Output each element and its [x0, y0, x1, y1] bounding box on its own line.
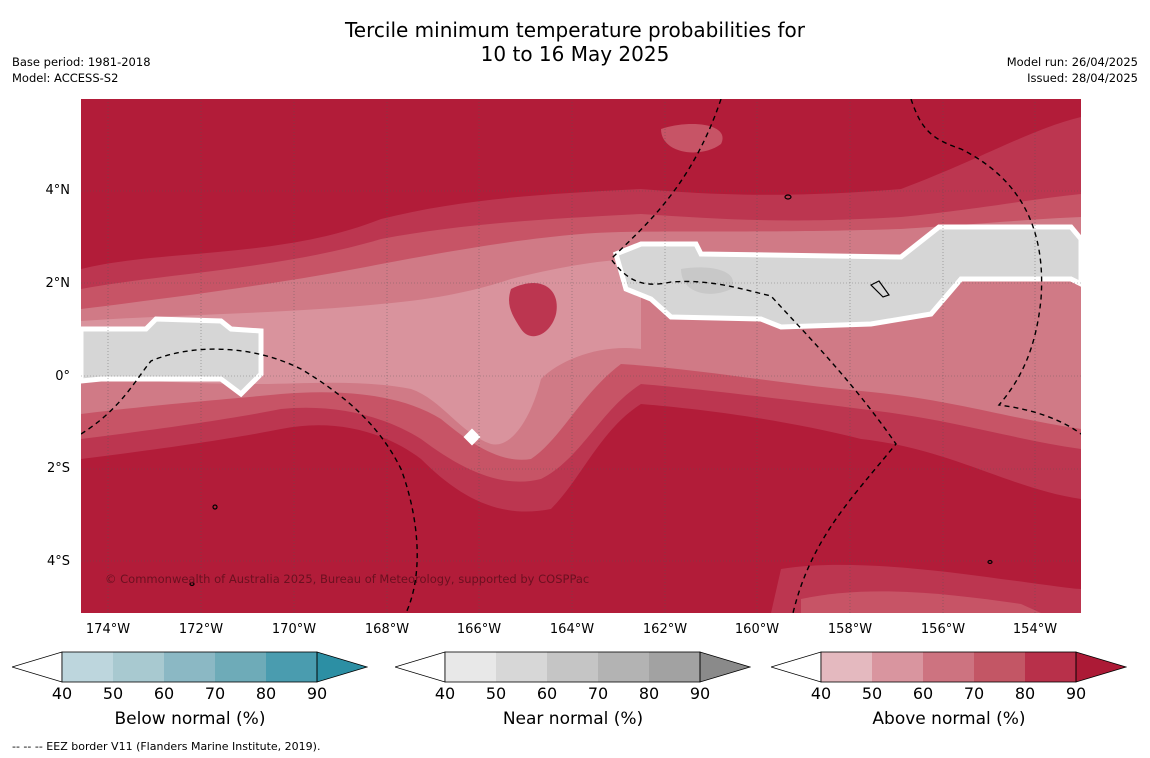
tick-label: 80 [1014, 684, 1036, 703]
colorbar-segment [62, 652, 113, 682]
band-mid-bottom [801, 591, 1041, 613]
colorbar-segment [923, 652, 974, 682]
tick-label: 70 [204, 684, 226, 703]
lat-label: 0° [55, 369, 70, 384]
colorbar-above [771, 651, 1127, 683]
colorbar-frame [444, 651, 701, 683]
colorbar-below-title: Below normal (%) [114, 709, 266, 729]
eez-borders [81, 99, 1081, 613]
tick-label: 60 [153, 684, 175, 703]
lon-label: 172°W [178, 622, 224, 637]
colorbar-high-extension [1075, 651, 1127, 683]
colorbar-high-extension [316, 651, 368, 683]
colorbar-segment [598, 652, 649, 682]
lon-label: 156°W [920, 622, 966, 637]
tick-label: 60 [912, 684, 934, 703]
tick-label: 60 [536, 684, 558, 703]
title-line-1: Tercile minimum temperature probabilitie… [344, 18, 806, 42]
tick-label: 40 [434, 684, 456, 703]
white-marker [463, 428, 481, 446]
lon-label: 154°W [1012, 622, 1058, 637]
colorbar-low-extension [771, 651, 822, 683]
tick-label: 80 [255, 684, 277, 703]
lon-label: 166°W [456, 622, 502, 637]
tick-label: 90 [689, 684, 711, 703]
tick-label: 50 [102, 684, 124, 703]
colorbar-low-extension [12, 651, 63, 683]
lat-label: 4°N [45, 183, 71, 198]
tick-label: 70 [963, 684, 985, 703]
patch-dark-center [509, 283, 557, 337]
colorbar-near-title: Near normal (%) [502, 709, 644, 729]
lat-label: 2°N [45, 276, 71, 291]
lat-label: 4°S [46, 554, 70, 569]
colorbar-segment [872, 652, 923, 682]
colorbar-below-ticks: 40 50 60 70 80 90 [12, 684, 368, 704]
colorbar-segment [547, 652, 598, 682]
colorbar-segment [496, 652, 547, 682]
lat-label: 2°S [46, 461, 70, 476]
lon-label: 168°W [364, 622, 410, 637]
lon-label: 162°W [642, 622, 688, 637]
model-run: Model run: 26/04/2025 [1006, 55, 1138, 69]
colorbar-high-extension [699, 651, 751, 683]
tick-label: 40 [51, 684, 73, 703]
tick-label: 50 [861, 684, 883, 703]
meta-left: Base period: 1981-2018 Model: ACCESS-S2 [12, 54, 151, 86]
band-lighter [81, 259, 641, 445]
colorbar-segment [215, 652, 266, 682]
colorbar-segment [1025, 652, 1076, 682]
colorbar-segment [821, 652, 872, 682]
lon-label: 160°W [734, 622, 780, 637]
lon-label: 174°W [85, 622, 131, 637]
colorbar-segment [266, 652, 317, 682]
tick-label: 70 [587, 684, 609, 703]
colorbar-frame [820, 651, 1077, 683]
copyright-credit: © Commonwealth of Australia 2025, Bureau… [105, 572, 590, 586]
colorbar-segment [649, 652, 700, 682]
colorbar-segment [113, 652, 164, 682]
lon-label: 158°W [827, 622, 873, 637]
colorbar-above-ticks: 40 50 60 70 80 90 [771, 684, 1127, 704]
near-normal-west [81, 316, 264, 398]
colorbar-segment [164, 652, 215, 682]
tick-label: 80 [638, 684, 660, 703]
model-name: Model: ACCESS-S2 [12, 71, 119, 85]
colorbar-frame [61, 651, 318, 683]
probability-map [81, 99, 1081, 613]
tick-label: 90 [1065, 684, 1087, 703]
issued-date: Issued: 28/04/2025 [1027, 71, 1138, 85]
meta-right: Model run: 26/04/2025 Issued: 28/04/2025 [1007, 54, 1138, 86]
band-mid-top [661, 124, 723, 153]
near-normal-east [612, 224, 1081, 330]
tick-label: 90 [306, 684, 328, 703]
colorbar-above-title: Above normal (%) [872, 709, 1026, 729]
colorbar-segment [974, 652, 1025, 682]
chart-title: Tercile minimum temperature probabilitie… [0, 18, 1150, 66]
colorbar-below [12, 651, 368, 683]
lon-label: 164°W [549, 622, 595, 637]
title-line-2: 10 to 16 May 2025 [480, 42, 670, 66]
tick-label: 50 [485, 684, 507, 703]
colorbar-near-ticks: 40 50 60 70 80 90 [395, 684, 751, 704]
eez-footnote: -- -- -- EEZ border V11 (Flanders Marine… [12, 740, 321, 753]
near-normal-patch [681, 267, 733, 294]
colorbar-low-extension [395, 651, 446, 683]
tick-label: 40 [810, 684, 832, 703]
colorbar-near [395, 651, 751, 683]
lon-label: 170°W [271, 622, 317, 637]
base-period: Base period: 1981-2018 [12, 55, 151, 69]
islands [189, 194, 993, 587]
colorbar-segment [445, 652, 496, 682]
